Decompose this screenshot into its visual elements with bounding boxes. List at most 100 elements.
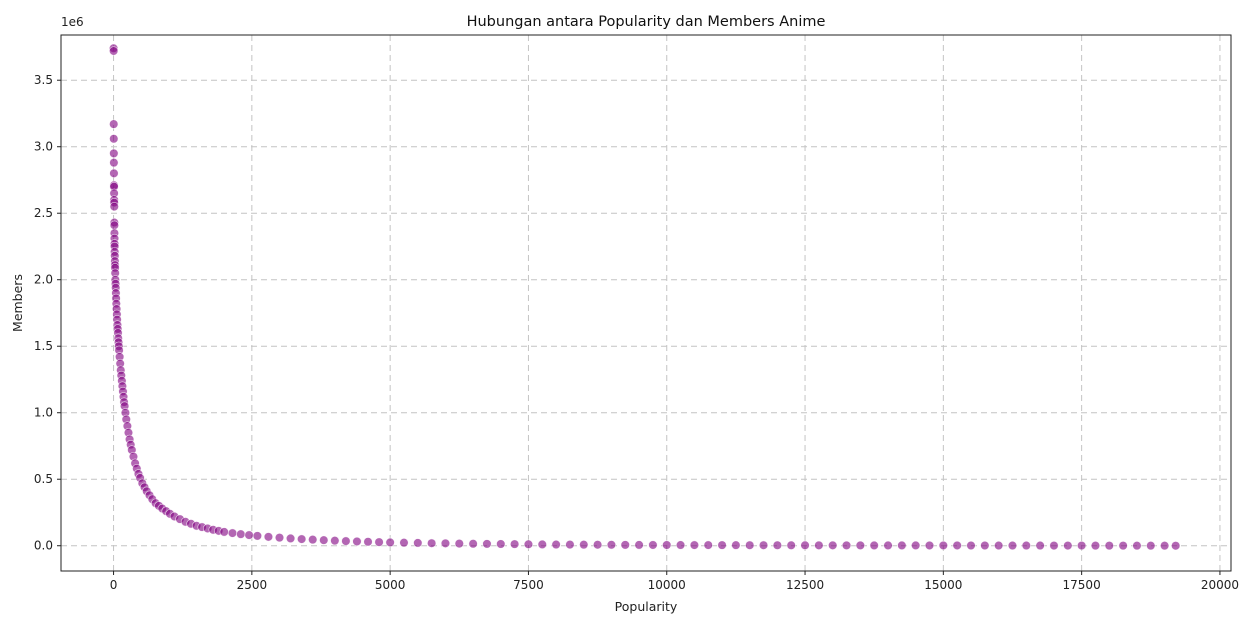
data-point: [994, 540, 1004, 551]
data-point: [109, 201, 119, 212]
data-point: [330, 536, 340, 546]
data-point: [703, 540, 713, 550]
data-point: [109, 119, 119, 129]
grid: [61, 35, 1231, 571]
data-point: [236, 529, 246, 539]
data-point: [1035, 540, 1045, 551]
data-point: [454, 539, 464, 549]
data-point: [675, 540, 686, 550]
x-tick-label: 0: [110, 578, 118, 592]
data-point: [219, 527, 229, 537]
data-point: [1160, 541, 1170, 551]
data-point: [440, 538, 451, 548]
data-point: [772, 540, 782, 550]
data-point: [745, 540, 755, 550]
x-tick-label: 17500: [1063, 578, 1101, 592]
data-point: [786, 540, 796, 550]
data-point: [468, 539, 478, 549]
y-tick-label: 3.0: [34, 140, 53, 154]
data-point: [496, 539, 506, 549]
data-point: [285, 533, 296, 544]
x-tick-label: 15000: [924, 578, 962, 592]
data-point: [731, 540, 741, 550]
data-point: [952, 540, 962, 551]
x-tick-label: 10000: [648, 578, 686, 592]
x-tick-label: 5000: [375, 578, 406, 592]
data-point: [634, 540, 644, 550]
y-tick-label: 2.5: [34, 206, 53, 220]
data-point: [924, 540, 935, 551]
data-point: [363, 537, 373, 547]
data-point: [620, 540, 630, 550]
data-point: [1104, 541, 1114, 551]
data-point: [399, 538, 409, 548]
data-point: [227, 528, 238, 538]
data-point: [828, 540, 838, 550]
data-point: [109, 46, 119, 56]
data-point: [1132, 541, 1142, 551]
data-point: [1007, 540, 1018, 551]
y-tick-label: 0.0: [34, 539, 53, 553]
x-tick-label: 7500: [513, 578, 544, 592]
data-point: [717, 540, 727, 550]
data-point: [551, 539, 561, 550]
data-point: [966, 540, 976, 551]
data-point: [510, 539, 520, 549]
data-point: [109, 158, 119, 168]
data-point: [841, 540, 852, 550]
data-point: [1077, 540, 1087, 551]
data-point: [592, 540, 603, 550]
data-point: [297, 534, 307, 544]
data-point: [1146, 541, 1156, 551]
data-point: [413, 538, 423, 548]
data-point: [374, 537, 384, 547]
data-point: [109, 220, 119, 230]
x-axis: 0 2500 5000 7500 10000 12500 15000 17500 20000: [110, 571, 1239, 592]
data-point: [308, 535, 318, 545]
data-point: [855, 540, 865, 550]
data-point: [883, 540, 893, 551]
y-tick-label: 2.0: [34, 273, 53, 287]
x-tick-label: 12500: [786, 578, 824, 592]
y-tick-label: 3.5: [34, 73, 53, 87]
x-tick-label: 20000: [1201, 578, 1239, 592]
data-point: [648, 540, 658, 550]
data-point: [1171, 541, 1181, 551]
data-point: [980, 540, 990, 551]
data-point: [758, 540, 769, 550]
data-point: [427, 538, 437, 548]
data-point: [109, 168, 119, 178]
chart-title: Hubungan antara Popularity dan Members A…: [467, 14, 826, 30]
data-point: [897, 540, 907, 551]
data-point: [1049, 540, 1059, 551]
data-point: [689, 540, 700, 550]
data-point: [1063, 540, 1073, 551]
data-point: [263, 532, 274, 542]
data-points: [109, 43, 1181, 551]
data-point: [482, 539, 492, 549]
data-point: [662, 540, 672, 550]
data-point: [352, 536, 362, 547]
y-tick-label: 0.5: [34, 472, 53, 486]
data-point: [252, 531, 262, 541]
plot-frame: [60, 34, 1232, 572]
data-point: [1021, 540, 1031, 551]
data-point: [385, 537, 395, 548]
data-point: [579, 540, 589, 550]
x-axis-label: Popularity: [615, 599, 678, 614]
data-point: [537, 539, 547, 549]
x-tick-label: 2500: [237, 578, 268, 592]
data-point: [565, 539, 575, 550]
data-point: [606, 540, 617, 550]
data-point: [1118, 541, 1128, 551]
y-tick-label: 1.0: [34, 406, 53, 420]
y-axis: 0.0 0.5 1.0 1.5 2.0 2.5 3.0 3.5: [34, 73, 61, 553]
y-axis-label: Members: [10, 274, 25, 332]
y-axis-offset-label: 1e6: [61, 15, 84, 29]
data-point: [109, 134, 119, 144]
data-point: [274, 533, 285, 543]
data-point: [911, 540, 921, 551]
data-point: [814, 540, 824, 550]
data-point: [244, 530, 254, 540]
